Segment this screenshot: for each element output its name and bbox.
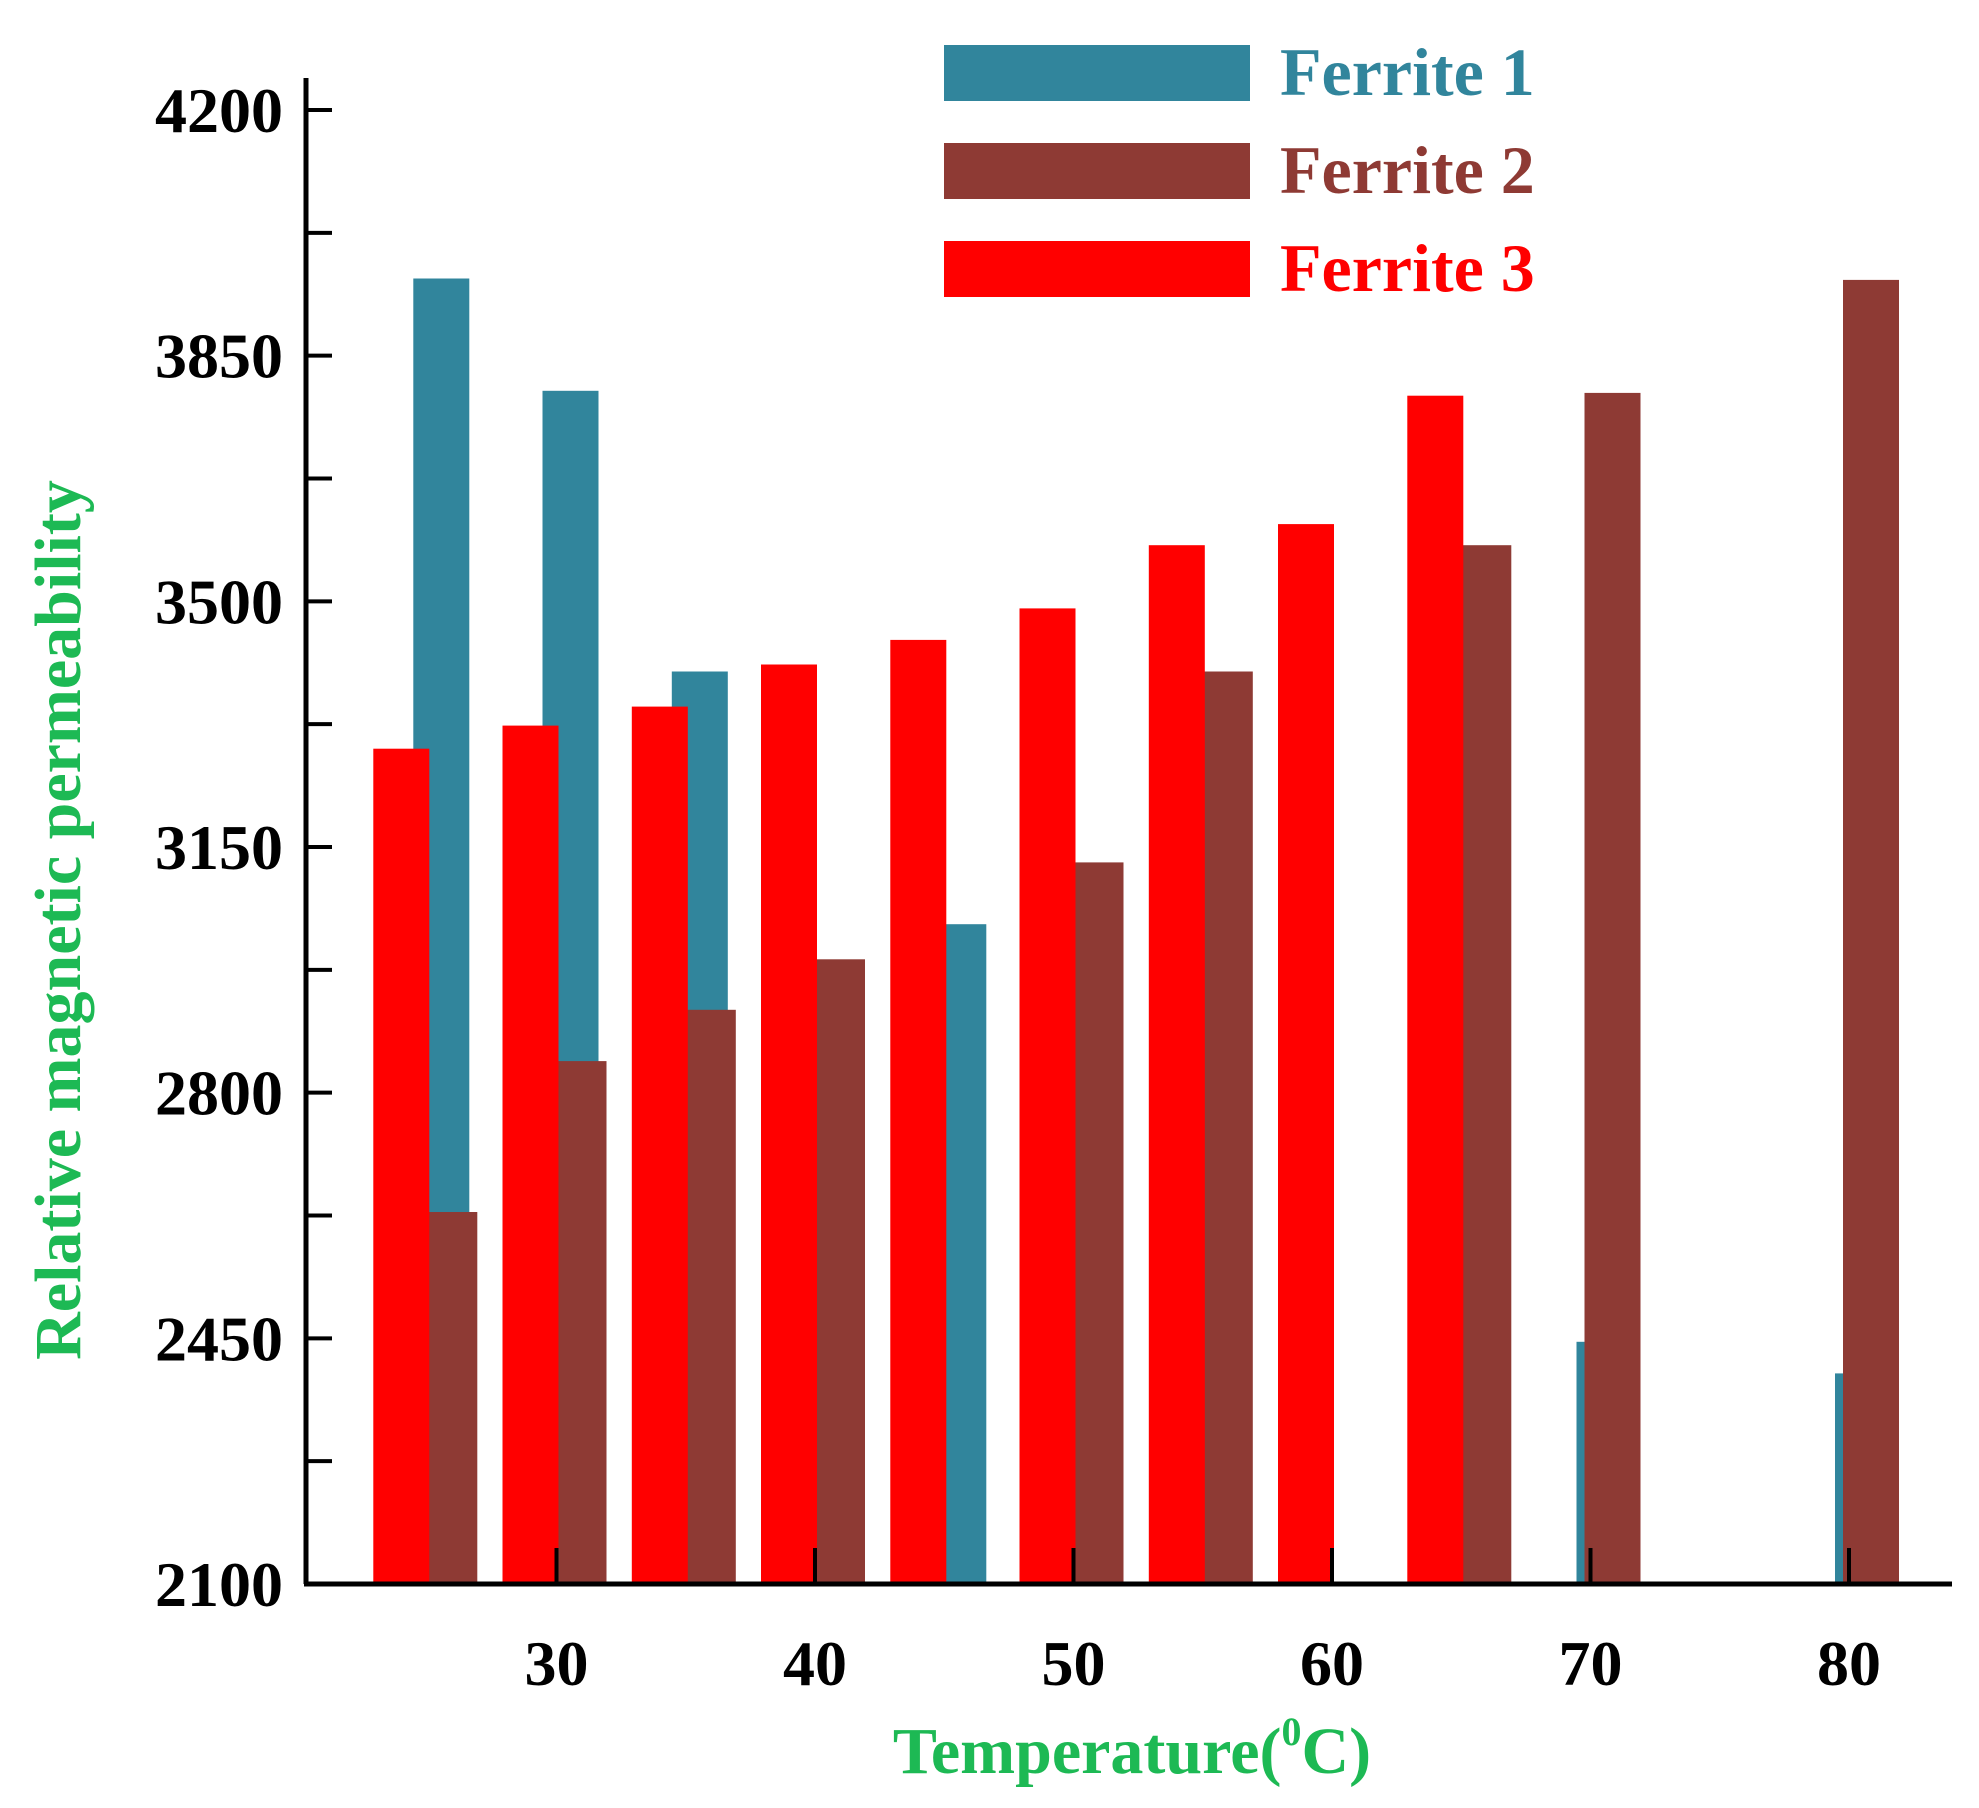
y-ticks-group: 2100 2450 2800 3150 3500 3850 4200 [155, 75, 332, 1620]
axes-group [303, 78, 1952, 1587]
legend: Ferrite 1 Ferrite 2 Ferrite 3 [944, 34, 1535, 306]
legend-label-2: Ferrite 2 [1280, 132, 1535, 208]
bar-series2-55 [1196, 671, 1253, 1584]
bar-series3-50 [1019, 608, 1076, 1584]
y-axis-title: Relative magnetic permeability [22, 480, 95, 1360]
x-ticks-group: 30 40 50 60 70 80 [525, 1548, 1881, 1699]
bars-group [373, 278, 1899, 1585]
y-tick-label-3500: 3500 [155, 566, 283, 637]
x-tick-label-60: 60 [1300, 1628, 1364, 1699]
legend-label-3: Ferrite 3 [1280, 230, 1535, 306]
bar-series3-45 [890, 639, 947, 1584]
bar-series2-65 [1455, 545, 1512, 1585]
bar-series2-70 [1584, 392, 1641, 1584]
x-tick-label-30: 30 [525, 1628, 589, 1699]
x-tick-label-80: 80 [1817, 1628, 1881, 1699]
legend-label-1: Ferrite 1 [1280, 34, 1535, 110]
bar-series2-50 [1067, 862, 1124, 1584]
y-tick-label-3850: 3850 [155, 321, 283, 392]
x-tick-label-50: 50 [1042, 1628, 1106, 1699]
bar-series3-35 [631, 706, 688, 1584]
bar-series3-55 [1148, 545, 1205, 1585]
bar-series2-25 [421, 1212, 478, 1584]
y-tick-label-4200: 4200 [155, 75, 283, 146]
bar-series3-60 [1278, 524, 1334, 1584]
bar-series3-25 [373, 748, 430, 1584]
legend-swatch-2 [944, 143, 1250, 199]
x-axis-title-main: Temperature( [893, 1715, 1282, 1788]
legend-swatch-1 [944, 45, 1250, 101]
bar-series2-35 [679, 1009, 736, 1584]
x-axis-title-tail: C) [1301, 1715, 1371, 1788]
bar-series3-40 [761, 664, 817, 1584]
y-tick-label-3150: 3150 [155, 812, 283, 883]
x-tick-label-70: 70 [1559, 1628, 1623, 1699]
y-tick-label-2100: 2100 [155, 1549, 283, 1620]
bar-series3-30 [502, 725, 559, 1584]
x-axis-title-sup: 0 [1281, 1709, 1301, 1754]
bar-series3-65 [1407, 395, 1464, 1585]
bar-series2-80 [1843, 279, 1899, 1584]
y-tick-label-2450: 2450 [155, 1303, 283, 1374]
legend-swatch-3 [944, 241, 1250, 297]
x-axis-title: Temperature(0C) [893, 1709, 1371, 1788]
x-tick-label-40: 40 [783, 1628, 847, 1699]
bar-series2-30 [550, 1061, 607, 1584]
y-tick-label-2800: 2800 [155, 1058, 283, 1129]
bar-series2-40 [809, 959, 865, 1584]
